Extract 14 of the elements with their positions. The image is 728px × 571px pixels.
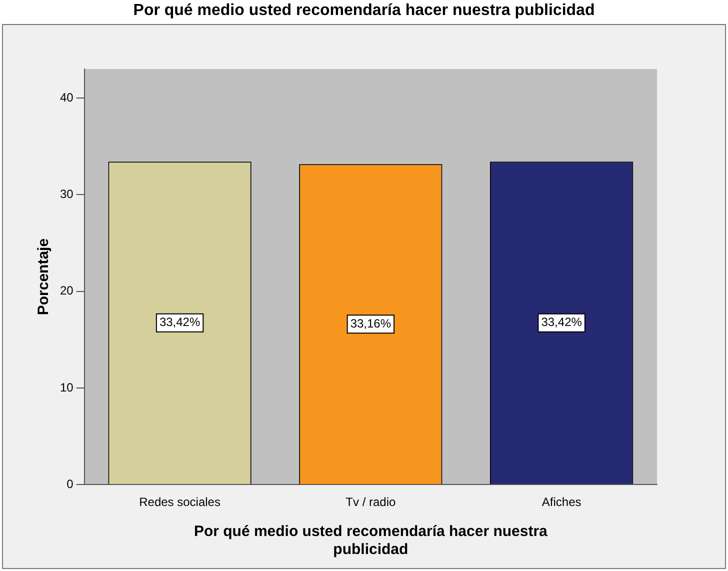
x-tick-label: Tv / radio	[346, 495, 396, 510]
data-label: 33,16%	[350, 316, 392, 330]
data-label: 33,42%	[159, 315, 200, 330]
x-axis-title: Por qué medio usted recomendaría hacer nuestra publicidad	[194, 523, 548, 558]
y-tick-label: 30	[60, 186, 74, 201]
data-label: 33,42%	[541, 315, 582, 330]
y-axis-title: Porcentaje	[35, 238, 52, 316]
y-tick-label: 0	[66, 476, 74, 491]
y-tick-label: 20	[60, 284, 74, 298]
x-tick-label: Afiches	[542, 495, 582, 510]
y-tick-label: 40	[60, 90, 74, 104]
y-tick-label: 10	[60, 380, 74, 394]
x-tick-label: Redes sociales	[139, 495, 220, 510]
chart-title: Por qué medio usted recomendaría hacer nuestra publicidad	[132, 2, 596, 20]
